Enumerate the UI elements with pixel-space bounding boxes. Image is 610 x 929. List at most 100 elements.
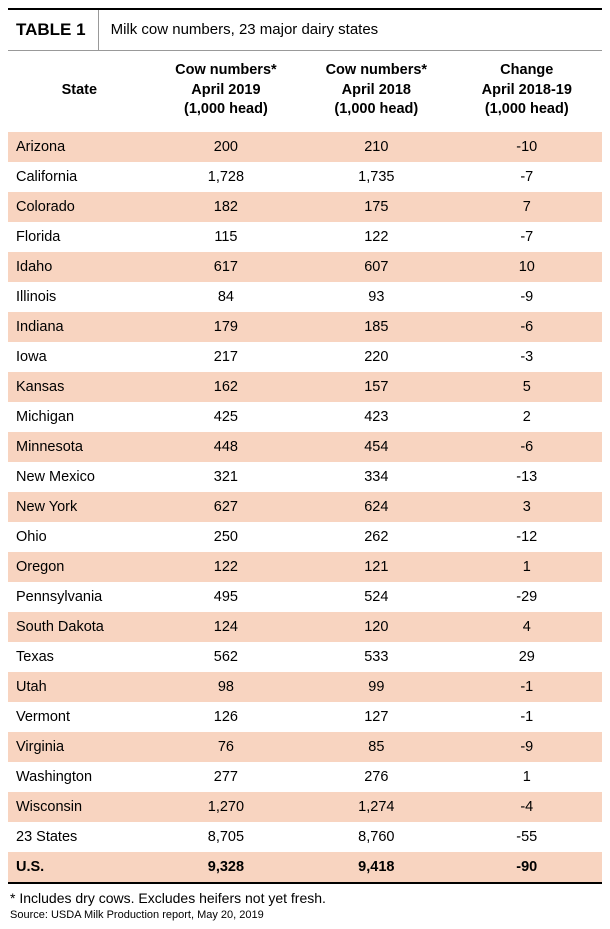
cell-2019: 425 <box>151 402 301 432</box>
cell-change: -9 <box>452 282 602 312</box>
cell-change: -9 <box>452 732 602 762</box>
table-row: Colorado1821757 <box>8 192 602 222</box>
cell-state: Wisconsin <box>8 792 151 822</box>
cell-change: 29 <box>452 642 602 672</box>
cell-2018: 454 <box>301 432 451 462</box>
table-row: Indiana179185-6 <box>8 312 602 342</box>
cell-2018: 220 <box>301 342 451 372</box>
table-row: Idaho61760710 <box>8 252 602 282</box>
cell-state: New York <box>8 492 151 522</box>
cell-state: New Mexico <box>8 462 151 492</box>
table-row: California1,7281,735-7 <box>8 162 602 192</box>
cell-change: 7 <box>452 192 602 222</box>
cell-2019: 217 <box>151 342 301 372</box>
cell-2018: 262 <box>301 522 451 552</box>
table-row: New Mexico321334-13 <box>8 462 602 492</box>
cell-change: 5 <box>452 372 602 402</box>
table-row: Texas56253329 <box>8 642 602 672</box>
cell-state: South Dakota <box>8 612 151 642</box>
table-row: U.S.9,3289,418-90 <box>8 852 602 882</box>
cell-change: 10 <box>452 252 602 282</box>
cell-change: -90 <box>452 852 602 882</box>
cell-2019: 124 <box>151 612 301 642</box>
cell-2019: 179 <box>151 312 301 342</box>
cell-state: Pennsylvania <box>8 582 151 612</box>
cell-2018: 120 <box>301 612 451 642</box>
cell-2018: 533 <box>301 642 451 672</box>
cell-state: Minnesota <box>8 432 151 462</box>
col-header-state: State <box>8 51 151 132</box>
cell-change: 2 <box>452 402 602 432</box>
cell-2019: 115 <box>151 222 301 252</box>
cell-2019: 277 <box>151 762 301 792</box>
cell-2018: 210 <box>301 132 451 162</box>
source-line: Source: USDA Milk Production report, May… <box>8 908 602 921</box>
table-row: New York6276243 <box>8 492 602 522</box>
cell-2018: 99 <box>301 672 451 702</box>
cell-change: -13 <box>452 462 602 492</box>
cell-2018: 175 <box>301 192 451 222</box>
cell-state: Florida <box>8 222 151 252</box>
table-label: TABLE 1 <box>8 10 99 50</box>
cell-2018: 9,418 <box>301 852 451 882</box>
cell-change: -29 <box>452 582 602 612</box>
cell-change: 3 <box>452 492 602 522</box>
cell-2018: 423 <box>301 402 451 432</box>
cell-2018: 524 <box>301 582 451 612</box>
cell-state: Utah <box>8 672 151 702</box>
cell-state: Virginia <box>8 732 151 762</box>
cell-state: Arizona <box>8 132 151 162</box>
table-body: Arizona200210-10California1,7281,735-7Co… <box>8 132 602 882</box>
cell-state: Idaho <box>8 252 151 282</box>
table-row: Minnesota448454-6 <box>8 432 602 462</box>
cell-state: U.S. <box>8 852 151 882</box>
title-row: TABLE 1 Milk cow numbers, 23 major dairy… <box>8 10 602 51</box>
table-row: Michigan4254232 <box>8 402 602 432</box>
cell-2019: 495 <box>151 582 301 612</box>
cell-state: Indiana <box>8 312 151 342</box>
cell-2019: 627 <box>151 492 301 522</box>
footnote: * Includes dry cows. Excludes heifers no… <box>8 884 602 908</box>
cell-2019: 200 <box>151 132 301 162</box>
cell-2018: 185 <box>301 312 451 342</box>
cell-state: Oregon <box>8 552 151 582</box>
cell-state: Colorado <box>8 192 151 222</box>
table-row: Oregon1221211 <box>8 552 602 582</box>
cell-2019: 250 <box>151 522 301 552</box>
cell-2018: 157 <box>301 372 451 402</box>
cell-2019: 1,270 <box>151 792 301 822</box>
cell-change: -12 <box>452 522 602 552</box>
cell-2018: 127 <box>301 702 451 732</box>
cell-state: Michigan <box>8 402 151 432</box>
table-title: Milk cow numbers, 23 major dairy states <box>99 10 602 50</box>
data-table: State Cow numbers*April 2019(1,000 head)… <box>8 51 602 882</box>
cell-state: Vermont <box>8 702 151 732</box>
table-row: Iowa217220-3 <box>8 342 602 372</box>
cell-change: -3 <box>452 342 602 372</box>
cell-2019: 448 <box>151 432 301 462</box>
table-row: Washington2772761 <box>8 762 602 792</box>
table-row: Virginia7685-9 <box>8 732 602 762</box>
cell-2019: 617 <box>151 252 301 282</box>
table-row: Vermont126127-1 <box>8 702 602 732</box>
col-header-2018: Cow numbers*April 2018(1,000 head) <box>301 51 451 132</box>
cell-state: Washington <box>8 762 151 792</box>
cell-2018: 85 <box>301 732 451 762</box>
table-container: TABLE 1 Milk cow numbers, 23 major dairy… <box>8 8 602 884</box>
cell-2019: 562 <box>151 642 301 672</box>
cell-2019: 98 <box>151 672 301 702</box>
cell-state: Ohio <box>8 522 151 552</box>
cell-2018: 8,760 <box>301 822 451 852</box>
cell-state: Iowa <box>8 342 151 372</box>
cell-change: -6 <box>452 432 602 462</box>
cell-change: -6 <box>452 312 602 342</box>
cell-change: 4 <box>452 612 602 642</box>
cell-2018: 276 <box>301 762 451 792</box>
cell-2018: 1,274 <box>301 792 451 822</box>
cell-state: Illinois <box>8 282 151 312</box>
table-row: Pennsylvania495524-29 <box>8 582 602 612</box>
cell-2019: 122 <box>151 552 301 582</box>
cell-change: 1 <box>452 762 602 792</box>
cell-2019: 321 <box>151 462 301 492</box>
cell-2018: 607 <box>301 252 451 282</box>
